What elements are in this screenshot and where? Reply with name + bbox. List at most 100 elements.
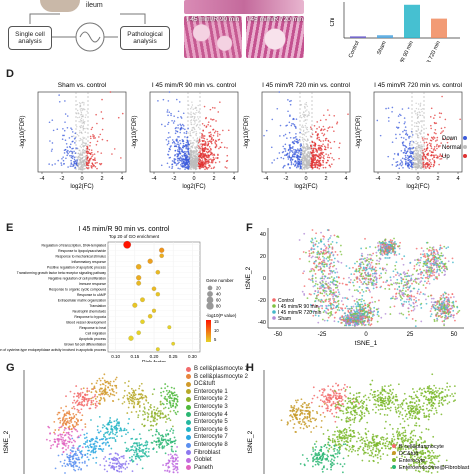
tsne-f-point — [371, 265, 374, 268]
tsne-f-point — [310, 252, 313, 255]
volcano-point — [215, 120, 217, 122]
volcano-point — [441, 131, 443, 133]
volcano-xlabel-2: log2(FC) — [294, 184, 317, 190]
volcano-point — [313, 124, 316, 127]
tsne-f-point — [419, 261, 422, 264]
tsne-f-point — [322, 301, 325, 303]
tsne-f-point — [401, 258, 404, 260]
volcano-point — [206, 138, 208, 141]
volcano-point — [430, 124, 432, 127]
volcano-point — [64, 121, 66, 123]
volcano-point — [289, 114, 291, 117]
volcano-point — [164, 125, 166, 128]
tsne-f-point — [398, 292, 401, 295]
tsne-f-point — [356, 276, 359, 279]
volcano-point — [94, 137, 97, 139]
volcano-point — [288, 151, 291, 153]
volcano-point-normal — [190, 123, 193, 126]
tsne-f-point — [364, 302, 366, 305]
volcano-point-normal — [309, 156, 311, 159]
volcano-point — [179, 131, 181, 134]
tsne-f-point — [358, 271, 361, 274]
volcano-point-normal — [82, 125, 84, 127]
tsne-f-point — [436, 308, 439, 311]
volcano-point — [426, 143, 429, 146]
tsne-f-point — [448, 301, 451, 304]
volcano-point — [177, 146, 180, 148]
volcano-point-normal — [419, 149, 421, 151]
tsne-f-point — [403, 271, 406, 273]
tsne-f-point — [361, 261, 364, 264]
tsne-f-point — [415, 263, 418, 266]
tsne-f-point — [381, 267, 384, 270]
volcano-point — [85, 157, 87, 160]
volcano-point — [405, 152, 407, 155]
volcano-point — [288, 121, 291, 124]
tsne-f-point — [377, 242, 379, 244]
tsne-f-point — [329, 272, 332, 275]
tsne-f-point — [401, 304, 404, 307]
volcano-point — [204, 168, 206, 171]
volcano-point — [64, 100, 66, 102]
tsne-f-point — [316, 265, 318, 268]
tsne-f-point — [403, 281, 406, 284]
tsne-f-point — [428, 276, 431, 279]
tsne-f-point — [338, 293, 341, 296]
tsne-f-point — [353, 289, 356, 292]
tsne-f-point — [325, 293, 328, 295]
volcano-point-normal — [188, 113, 190, 115]
volcano-point — [202, 137, 204, 139]
volcano-point-normal — [81, 166, 83, 168]
tsne-f-point — [360, 314, 363, 317]
volcano-point-normal — [306, 164, 308, 167]
tsne-f-point — [317, 291, 319, 294]
volcano-point — [78, 166, 80, 169]
volcano-ylabel-0: -log10(FDR) — [20, 115, 26, 148]
tsne-f-point — [432, 260, 435, 263]
volcano-point — [271, 118, 274, 121]
tsne-f-point — [376, 277, 378, 280]
tsne-f-point — [333, 234, 336, 237]
volcano-point — [278, 91, 281, 93]
tsne-f-point — [444, 270, 447, 273]
volcano-point — [166, 111, 169, 113]
tsne-f-point — [442, 301, 445, 304]
tsne-f-point — [350, 311, 353, 314]
volcano-point — [433, 162, 436, 164]
volcano-point-normal — [79, 145, 81, 147]
volcano-point — [413, 155, 415, 158]
go-point-6 — [136, 275, 142, 281]
volcano-point-normal — [307, 163, 310, 165]
volcano-point — [180, 117, 183, 119]
volcano-point — [84, 149, 86, 152]
volcano-point-normal — [300, 126, 303, 128]
volcano-point-normal — [194, 146, 196, 148]
tsne-f-point — [303, 232, 306, 235]
volcano-point-normal — [305, 153, 307, 156]
volcano-xlabel-0: log2(FC) — [70, 184, 93, 190]
tsne-f-point — [317, 263, 320, 265]
volcano-point — [322, 140, 325, 142]
tsne-f-point — [375, 283, 378, 286]
volcano-point-normal — [308, 131, 310, 133]
tsne-f-point — [344, 307, 347, 310]
tsne-f-point — [366, 256, 369, 259]
volcano-point — [88, 161, 90, 163]
tsne-f-point — [323, 235, 326, 238]
volcano-point-normal — [306, 119, 308, 121]
volcano-point — [395, 161, 398, 164]
volcano-point-normal — [420, 155, 423, 158]
volcano-point — [52, 129, 55, 132]
volcano-point — [329, 141, 332, 144]
volcano-point — [71, 135, 73, 138]
go-xtick-3: 0.25 — [169, 354, 178, 359]
volcano-point — [415, 168, 417, 171]
volcano-point — [70, 156, 73, 159]
volcano-point — [429, 158, 431, 161]
volcano-point — [85, 166, 88, 169]
tsne-f-point — [370, 254, 373, 257]
volcano-point — [425, 149, 428, 151]
volcano-point — [181, 162, 184, 165]
volcano-point — [290, 147, 293, 149]
